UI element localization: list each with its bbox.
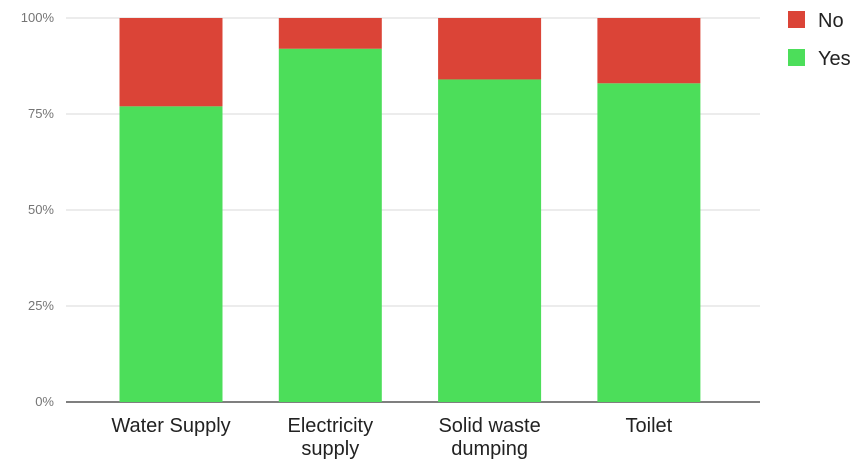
bar-segment-yes (278, 48, 382, 402)
x-category-label: Electricity supply (288, 415, 374, 460)
bars (119, 18, 701, 402)
legend-label-yes: Yes (818, 48, 851, 70)
legend-swatch-yes (788, 49, 805, 66)
y-axis: 0% 25% 50% 75% 100% (21, 10, 55, 409)
bar-segment-yes (438, 79, 542, 402)
bar-segment-yes (119, 106, 223, 402)
bar-segment-yes (597, 83, 701, 402)
bar-segment-no (597, 18, 701, 84)
x-category-label: Solid waste dumping (438, 415, 540, 460)
x-category-label: Toilet (626, 415, 673, 437)
bar-segment-no (278, 18, 382, 49)
legend-swatch-no (788, 11, 805, 28)
legend: No Yes (788, 10, 851, 70)
y-tick-label: 0% (35, 394, 54, 409)
bar-segment-no (438, 18, 542, 80)
x-category-label: Water Supply (111, 415, 230, 437)
legend-label-no: No (818, 10, 844, 32)
y-tick-label: 50% (28, 202, 54, 217)
x-axis: Water Supply Electricity supply Solid waste… (111, 415, 672, 460)
y-tick-label: 100% (21, 10, 55, 25)
y-tick-label: 75% (28, 106, 54, 121)
y-tick-label: 25% (28, 298, 54, 313)
bar-segment-no (119, 18, 223, 107)
